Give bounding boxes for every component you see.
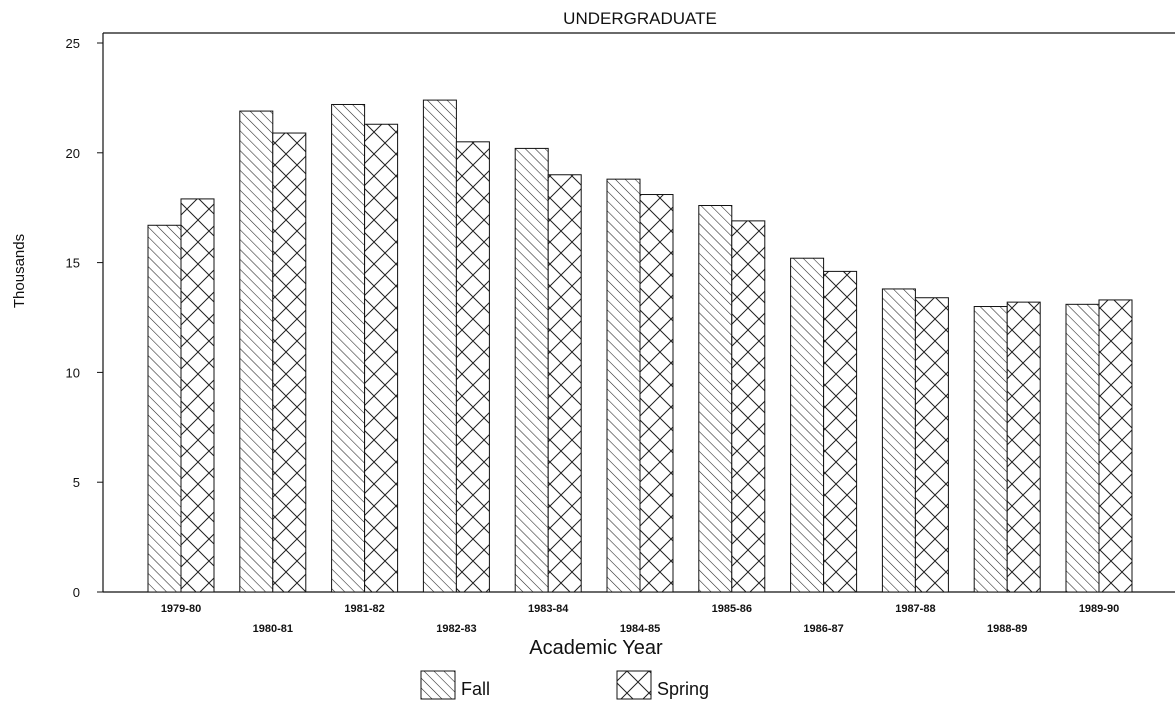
- bar-fall-1981-82: [331, 103, 366, 593]
- legend: Fall Spring: [420, 670, 709, 700]
- x-tick-label-1979-80: 1979-80: [161, 603, 201, 615]
- bar-fall-1982-83: [422, 99, 457, 593]
- x-tick-label-1981-82: 1981-82: [344, 603, 384, 615]
- bar-spring-1983-84: [547, 174, 582, 593]
- legend-swatch-fall: [420, 670, 456, 700]
- y-tick-label: 20: [66, 146, 80, 161]
- bar-spring-1987-88: [914, 297, 949, 593]
- bar-spring-1981-82: [364, 123, 399, 593]
- bar-spring-1980-81: [272, 132, 307, 593]
- x-tick-label-1984-85: 1984-85: [620, 623, 660, 635]
- y-tick-label: 15: [66, 256, 80, 271]
- bar-spring-1979-80: [180, 198, 215, 593]
- x-tick-label-1980-81: 1980-81: [253, 623, 293, 635]
- bar-fall-1980-81: [239, 110, 274, 593]
- x-tick-label-1986-87: 1986-87: [803, 623, 843, 635]
- bar-fall-1987-88: [881, 288, 916, 593]
- y-tick-label: 5: [73, 475, 80, 490]
- bar-fall-1979-80: [147, 224, 182, 593]
- chart-title: UNDERGRADUATE: [563, 9, 717, 28]
- bar-spring-1988-89: [1006, 301, 1041, 593]
- bar-fall-1985-86: [698, 205, 733, 593]
- legend-swatch-spring: [616, 670, 652, 700]
- bar-spring-1985-86: [731, 220, 766, 593]
- bar-fall-1983-84: [514, 147, 549, 593]
- x-tick-label-1988-89: 1988-89: [987, 623, 1027, 635]
- legend-label-spring: Spring: [657, 679, 709, 699]
- bar-spring-1986-87: [823, 270, 858, 593]
- bar-spring-1982-83: [455, 141, 490, 593]
- x-axis-label: Academic Year: [529, 637, 663, 659]
- y-tick-label: 10: [66, 365, 80, 380]
- x-tick-label-1982-83: 1982-83: [436, 623, 476, 635]
- bar-fall-1989-90: [1065, 303, 1100, 593]
- x-tick-label-1985-86: 1985-86: [712, 603, 752, 615]
- x-tick-label-1983-84: 1983-84: [528, 603, 569, 615]
- y-tick-label: 0: [73, 585, 80, 600]
- bars-group: [147, 99, 1133, 593]
- bar-fall-1986-87: [790, 257, 825, 593]
- y-tick-label: 25: [66, 36, 80, 51]
- bar-fall-1988-89: [973, 306, 1008, 593]
- bar-spring-1984-85: [639, 194, 674, 593]
- x-tick-label-1989-90: 1989-90: [1079, 603, 1119, 615]
- bar-spring-1989-90: [1098, 299, 1133, 593]
- x-axis-tick-labels: 1979-80 1980-81 1981-82 1982-83 1983-84 1984-…: [161, 603, 1119, 635]
- bar-fall-1984-85: [606, 178, 641, 593]
- legend-label-fall: Fall: [461, 679, 490, 699]
- y-axis-label: Thousands: [11, 234, 28, 308]
- x-tick-label-1987-88: 1987-88: [895, 603, 935, 615]
- y-axis-ticks: 0 5 10 15 20 25: [66, 36, 103, 600]
